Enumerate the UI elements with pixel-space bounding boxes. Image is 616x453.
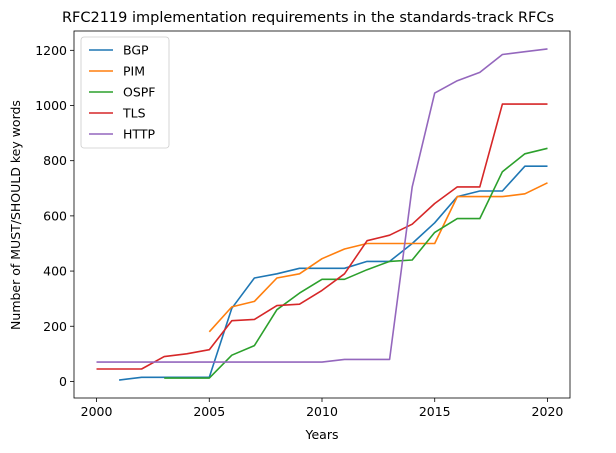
y-tick-label: 1000: [35, 98, 67, 113]
y-axis-label: Number of MUST/SHOULD key words: [8, 100, 23, 330]
x-axis-label: Years: [305, 427, 339, 442]
legend-label-ospf: OSPF: [123, 85, 156, 100]
legend-box: [80, 36, 170, 149]
y-tick-label: 400: [43, 264, 67, 279]
x-tick-label: 2000: [81, 404, 113, 419]
x-tick-label: 2010: [306, 404, 338, 419]
legend-label-pim: PIM: [123, 64, 145, 79]
chart-title: RFC2119 implementation requirements in t…: [62, 10, 554, 26]
y-tick-label: 0: [59, 374, 67, 389]
series-line-pim: [208, 182, 548, 333]
y-tick-label: 1200: [35, 43, 67, 58]
series-line-http: [96, 48, 548, 363]
y-tick-label: 200: [43, 319, 67, 334]
legend-label-http: HTTP: [123, 127, 155, 142]
series-line-ospf: [164, 147, 548, 379]
series-line-bgp: [119, 165, 548, 381]
x-tick-label: 2020: [532, 404, 564, 419]
plot-area: 2000 2005 2010 2015 2020 0 200 400 600 800 1000 120…: [35, 30, 571, 419]
x-tick-label: 2005: [193, 404, 225, 419]
y-tick-label: 600: [43, 208, 67, 223]
legend-label-bgp: BGP: [123, 43, 149, 58]
legend-label-tls: TLS: [122, 106, 146, 121]
x-tick-label: 2015: [419, 404, 451, 419]
y-tick-label: 800: [43, 153, 67, 168]
series-line-tls: [96, 103, 548, 370]
